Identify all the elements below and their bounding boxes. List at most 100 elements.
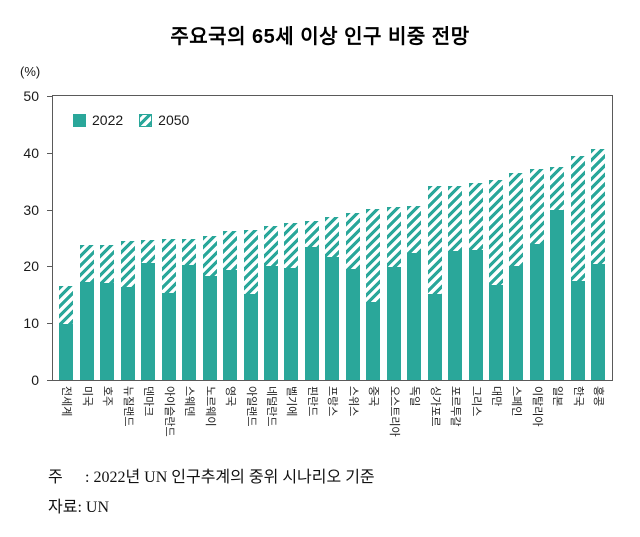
bar-group: 독일: [407, 96, 422, 406]
bar-2022-segment: [591, 263, 606, 380]
x-axis-label: 미국: [80, 386, 93, 407]
y-tick-label: 50: [23, 88, 39, 104]
bar-group: 스페인: [509, 96, 524, 416]
bar-2050-segment: [529, 169, 544, 244]
bar-2050-segment: [325, 217, 340, 258]
bar-group: 중국: [366, 96, 381, 406]
bar-2050-segment: [386, 207, 401, 267]
footnote-note: 주 : 2022년 UN 인구추계의 중위 시나리오 기준: [48, 467, 375, 489]
bar-2022-segment: [427, 294, 442, 380]
bar-2022-segment: [325, 257, 340, 380]
x-axis-label: 아이슬란드: [162, 386, 175, 437]
x-axis-label: 스페인: [510, 386, 523, 417]
bar-2022-segment: [100, 282, 115, 380]
x-axis-label: 한국: [571, 386, 584, 407]
bar-2050-segment: [427, 185, 442, 295]
footnote-note-label: 주: [48, 469, 63, 486]
y-tick-mark: [47, 152, 53, 154]
legend-swatch-hatched-icon: [139, 113, 153, 127]
bar-group: 네덜란드: [263, 96, 278, 426]
y-tick-mark: [47, 96, 53, 97]
bar-group: 전세계: [59, 96, 74, 416]
legend-item-2050: 2050: [139, 112, 189, 128]
bar-2050-segment: [407, 206, 422, 253]
bar-2050-segment: [591, 149, 606, 264]
bar-2022-segment: [448, 251, 463, 380]
bar-group: 이탈리아: [529, 96, 544, 426]
chart-title: 주요국의 65세 이상 인구 비중 전망: [170, 26, 470, 48]
x-axis-label: 독일: [408, 386, 421, 407]
bar-2022-segment: [141, 263, 156, 380]
bar-group: 영국: [223, 96, 238, 406]
bar-2022-segment: [570, 281, 585, 380]
y-axis-unit-label: (%): [20, 64, 41, 79]
x-axis-label: 영국: [224, 386, 237, 407]
bar-2022-segment: [304, 247, 319, 380]
y-tick-label: 10: [23, 315, 39, 332]
footnotes: 주 : 2022년 UN 인구추계의 중위 시나리오 기준 자료 : UN: [48, 467, 375, 527]
bar-2050-segment: [243, 229, 258, 294]
bar-2022-segment: [407, 252, 422, 380]
bar-group: 덴마크: [141, 96, 156, 416]
bar-2022-segment: [509, 265, 524, 380]
y-tick-label: 20: [23, 258, 39, 275]
bar-2050-segment: [366, 209, 381, 303]
bar-2050-segment: [182, 238, 197, 266]
bar-2022-segment: [366, 302, 381, 380]
bar-group: 홍콩: [591, 96, 606, 406]
bar-2022-segment: [223, 270, 238, 380]
x-axis-label: 그리스: [469, 386, 482, 417]
x-axis-label: 이탈리아: [530, 386, 543, 427]
bar-2022-segment: [345, 269, 360, 380]
bars-container: 전세계 미국 호주 뉴질랜드 덴마크 아이슬란드 스웨덴 노르웨이 영국 아일랜드 네덜란드 벨기에 핀…: [53, 96, 612, 437]
x-axis-label: 아일랜드: [244, 386, 257, 427]
legend-swatch-solid-icon: [73, 113, 86, 127]
y-tick-mark: [47, 209, 53, 211]
bar-2050-segment: [263, 225, 278, 267]
bar-2050-segment: [284, 222, 299, 268]
bar-group: 싱가포르: [427, 96, 442, 426]
bar-2050-segment: [202, 235, 217, 276]
footnote-source-text: : UN: [77, 499, 110, 516]
bar-2050-segment: [304, 220, 319, 248]
x-axis-label: 일본: [551, 386, 564, 407]
x-axis-label: 네덜란드: [264, 386, 277, 427]
x-axis-label: 싱가포르: [428, 386, 441, 427]
x-axis-label: 포르투갈: [449, 386, 462, 427]
bar-group: 뉴질랜드: [120, 96, 135, 426]
x-axis-label: 호주: [101, 386, 114, 407]
bar-group: 그리스: [468, 96, 483, 416]
bar-group: 오스트리아: [386, 96, 401, 437]
bar-group: 아이슬란드: [161, 96, 176, 437]
x-axis-label: 홍콩: [592, 386, 605, 407]
bar-group: 포르투갈: [448, 96, 463, 426]
bar-2050-segment: [161, 239, 176, 294]
y-tick-mark: [47, 323, 53, 325]
bar-group: 노르웨이: [202, 96, 217, 426]
bar-2022-segment: [182, 265, 197, 380]
bar-group: 아일랜드: [243, 96, 258, 426]
x-axis-label: 노르웨이: [203, 386, 216, 427]
legend-item-2022: 2022: [73, 112, 123, 128]
bar-2050-segment: [509, 172, 524, 266]
bar-2050-segment: [468, 183, 483, 250]
x-axis-label: 벨기에: [285, 386, 298, 417]
bar-2022-segment: [386, 266, 401, 380]
bar-2022-segment: [488, 285, 503, 380]
bar-2050-segment: [120, 241, 135, 287]
bar-2050-segment: [59, 286, 74, 324]
bar-2022-segment: [284, 267, 299, 380]
bar-group: 벨기에: [284, 96, 299, 416]
bar-2022-segment: [468, 249, 483, 380]
x-axis-label: 뉴질랜드: [121, 386, 134, 427]
bar-group: 호주: [100, 96, 115, 406]
bar-2022-segment: [120, 286, 135, 380]
legend: 2022 2050: [73, 112, 189, 128]
bar-group: 대만: [488, 96, 503, 406]
footnote-source: 자료 : UN: [48, 497, 375, 519]
bar-2050-segment: [141, 239, 156, 263]
bar-group: 스웨덴: [182, 96, 197, 416]
x-axis-label: 대만: [489, 386, 502, 407]
footnote-source-label: 자료: [48, 499, 78, 516]
